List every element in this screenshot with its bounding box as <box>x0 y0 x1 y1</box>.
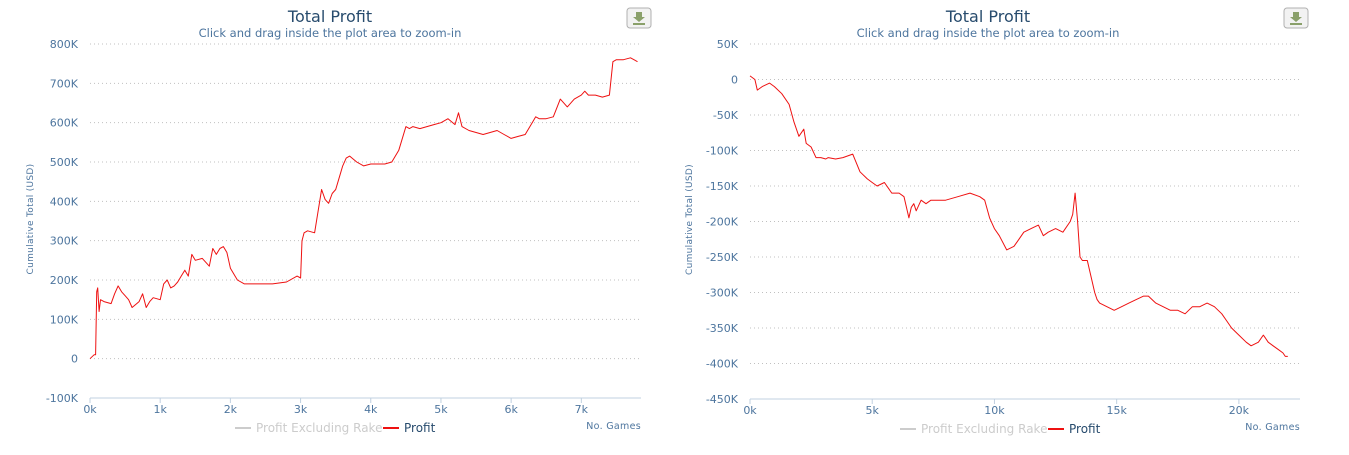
y-tick-label: 800K <box>50 38 79 51</box>
legend-label: Profit Excluding Rake <box>256 421 382 435</box>
legend: Profit Excluding Rake Profit <box>235 421 436 435</box>
x-axis-label: No. Games <box>586 421 641 432</box>
chart-subtitle: Click and drag inside the plot area to z… <box>199 26 462 40</box>
legend-label: Profit <box>1069 422 1101 436</box>
y-tick-label: -300K <box>706 287 739 300</box>
y-axis-label: Cumulative Total (USD) <box>26 164 36 275</box>
x-tick-label: 0k <box>743 404 757 417</box>
download-button[interactable] <box>1283 7 1309 29</box>
chart-panel-left: Total Profit Click and drag inside the pl… <box>0 0 660 455</box>
x-tick-label: 6k <box>504 403 518 416</box>
y-tick-label: 0 <box>71 353 78 366</box>
y-tick-label: 600K <box>50 117 79 130</box>
legend-label: Profit <box>404 421 436 435</box>
y-tick-label: -250K <box>706 251 739 264</box>
y-tick-label: 100K <box>50 313 79 326</box>
download-icon <box>633 12 645 25</box>
y-tick-label: 500K <box>50 156 79 169</box>
series-line-profit[interactable] <box>749 75 1288 357</box>
legend-item-profit[interactable]: Profit <box>1048 422 1101 436</box>
y-tick-label: -100K <box>46 392 79 405</box>
x-tick-label: 5k <box>434 403 448 416</box>
chart-title: Total Profit <box>945 7 1030 26</box>
x-tick-label: 3k <box>294 403 308 416</box>
series-line-profit[interactable] <box>89 57 638 360</box>
legend-item-profit-excluding-rake[interactable]: Profit Excluding Rake <box>900 422 1047 436</box>
y-tick-label: -400K <box>706 358 739 371</box>
x-axis-label: No. Games <box>1245 422 1300 433</box>
x-tick-label: 7k <box>575 403 589 416</box>
y-tick-label: 200K <box>50 274 79 287</box>
x-tick-label: 2k <box>224 403 238 416</box>
y-tick-label: -450K <box>706 393 739 406</box>
x-tick-label: 15k <box>1106 404 1127 417</box>
x-tick-label: 1k <box>154 403 168 416</box>
y-tick-label: -50K <box>713 109 739 122</box>
legend-item-profit[interactable]: Profit <box>383 421 436 435</box>
y-tick-label: -150K <box>706 180 739 193</box>
legend: Profit Excluding Rake Profit <box>900 422 1101 436</box>
y-tick-label: 300K <box>50 235 79 248</box>
y-tick-label: 400K <box>50 195 79 208</box>
y-tick-label: 0 <box>731 74 738 87</box>
x-tick-label: 20k <box>1229 404 1250 417</box>
chart-subtitle: Click and drag inside the plot area to z… <box>857 26 1120 40</box>
x-tick-label: 5k <box>866 404 880 417</box>
y-axis-label: Cumulative Total (USD) <box>685 164 695 275</box>
x-tick-label: 4k <box>364 403 378 416</box>
chart-title: Total Profit <box>287 7 372 26</box>
download-icon <box>1290 12 1302 25</box>
x-tick-label: 0k <box>83 403 97 416</box>
x-tick-label: 10k <box>984 404 1005 417</box>
legend-label: Profit Excluding Rake <box>921 422 1047 436</box>
chart-panel-right: Total Profit Click and drag inside the pl… <box>660 0 1349 455</box>
y-tick-label: 50K <box>717 38 739 51</box>
y-tick-label: -100K <box>706 145 739 158</box>
y-tick-label: 700K <box>50 77 79 90</box>
legend-item-profit-excluding-rake[interactable]: Profit Excluding Rake <box>235 421 382 435</box>
download-button[interactable] <box>626 7 652 29</box>
y-tick-label: -200K <box>706 216 739 229</box>
y-tick-label: -350K <box>706 322 739 335</box>
